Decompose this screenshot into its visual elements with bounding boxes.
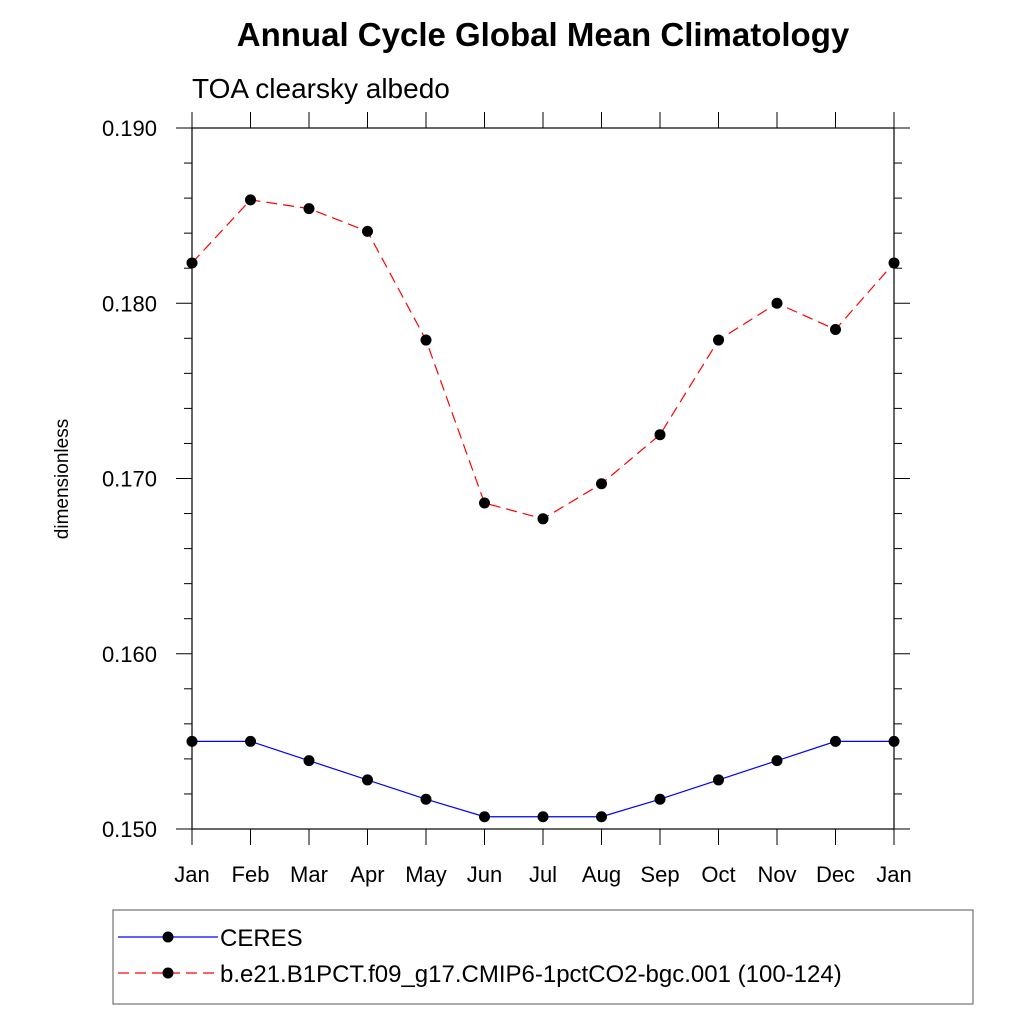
series-0	[186, 735, 900, 823]
y-tick-label: 0.150	[102, 817, 157, 842]
data-point	[420, 793, 432, 805]
data-point	[713, 334, 724, 346]
data-point	[186, 735, 198, 747]
data-point	[713, 774, 724, 786]
data-point	[245, 735, 256, 747]
data-point	[537, 513, 549, 525]
x-tick-label: Jan	[174, 862, 209, 887]
legend-label: CERES	[220, 925, 303, 952]
legend: CERES b.e21.B1PCT.f09_g17.CMIP6-1pctCO2-b…	[112, 909, 974, 1005]
series-line	[191, 199, 895, 520]
legend-marker	[162, 967, 174, 979]
y-tick-label: 0.160	[102, 642, 157, 667]
data-point	[362, 225, 373, 237]
axis-ticks	[176, 112, 910, 845]
y-tick-labels: 0.150 0.160 0.170 0.180 0.190	[102, 116, 157, 842]
data-point	[245, 194, 256, 206]
data-point	[596, 811, 607, 823]
x-tick-label: Jan	[876, 862, 911, 887]
data-point	[186, 257, 198, 269]
x-tick-label: Nov	[757, 862, 796, 887]
x-tick-label: Apr	[350, 862, 384, 887]
y-axis-label: dimensionless	[52, 419, 73, 539]
legend-box	[112, 909, 974, 1005]
y-tick-label: 0.170	[102, 467, 157, 492]
y-tick-label: 0.180	[102, 291, 157, 316]
chart-subtitle: TOA clearsky albedo	[192, 73, 450, 104]
data-point	[771, 297, 783, 309]
x-tick-label: Mar	[290, 862, 328, 887]
data-point	[420, 334, 432, 346]
x-tick-label: Aug	[582, 862, 621, 887]
x-tick-label: May	[405, 862, 447, 887]
chart-title: Annual Cycle Global Mean Climatology	[237, 16, 850, 53]
data-point	[830, 735, 841, 747]
x-tick-label: Dec	[816, 862, 855, 887]
data-point	[303, 755, 315, 767]
x-tick-label: Jun	[467, 862, 502, 887]
legend-items: CERES b.e21.B1PCT.f09_g17.CMIP6-1pctCO2-b…	[118, 925, 842, 988]
x-tick-label: Oct	[701, 862, 735, 887]
x-tick-label: Jul	[529, 862, 557, 887]
data-point	[537, 811, 549, 823]
plot-frame	[191, 127, 895, 830]
data-point	[303, 203, 315, 215]
data-point	[654, 429, 666, 441]
series-layer	[186, 194, 900, 823]
legend-label: b.e21.B1PCT.f09_g17.CMIP6-1pctCO2-bgc.00…	[220, 961, 842, 988]
data-point	[654, 793, 666, 805]
data-point	[479, 811, 490, 823]
series-line	[192, 740, 894, 818]
y-tick-label: 0.190	[102, 116, 157, 141]
x-tick-label: Sep	[640, 862, 679, 887]
data-point	[771, 755, 783, 767]
data-point	[830, 324, 841, 336]
x-tick-label: Feb	[232, 862, 270, 887]
x-tick-labels: Jan Feb Mar Apr May Jun Jul Aug Sep Oct Nov Dec Jan	[174, 862, 911, 887]
data-point	[596, 478, 607, 490]
data-point	[888, 735, 900, 747]
data-point	[362, 774, 373, 786]
legend-marker	[162, 931, 174, 943]
data-point	[479, 497, 490, 509]
series-1	[186, 194, 900, 525]
data-point	[888, 257, 900, 269]
